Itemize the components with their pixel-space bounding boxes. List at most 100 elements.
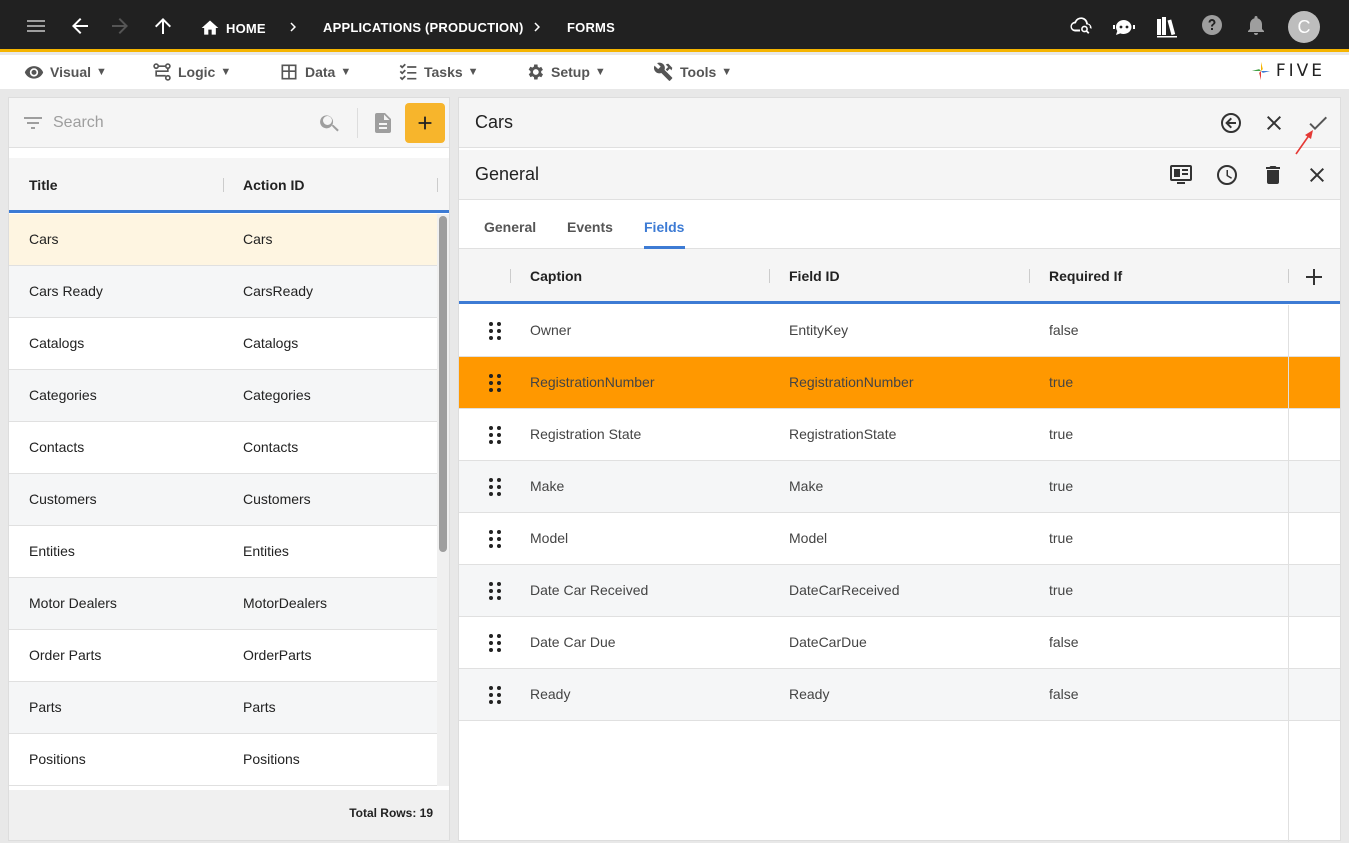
help-icon[interactable] (1200, 13, 1224, 37)
tasks-icon (399, 63, 417, 81)
tab-bar: General Events Fields (459, 201, 1340, 249)
column-header-caption[interactable]: Caption (530, 268, 583, 284)
form-detail-panel: Cars General General Events Fields (458, 97, 1341, 842)
list-item[interactable]: Order Parts OrderParts (9, 630, 438, 682)
tab-events[interactable]: Events (567, 219, 613, 235)
home-icon (201, 20, 219, 35)
notifications-bell-icon[interactable] (1244, 13, 1268, 37)
breadcrumb-home[interactable]: HOME (200, 18, 266, 38)
separator (357, 108, 358, 138)
table-row[interactable]: Date Car Due DateCarDue false (459, 617, 1340, 669)
drag-handle-icon[interactable] (487, 477, 503, 497)
column-header-action-id[interactable]: Action ID (243, 177, 305, 193)
menu-logic[interactable]: Logic ▼ (152, 61, 231, 83)
add-field-plus-icon[interactable] (1302, 265, 1326, 289)
grid-column-line (1288, 305, 1289, 842)
five-logo: FIVE (1250, 60, 1325, 82)
list-item[interactable]: Entities Entities (9, 526, 438, 578)
back-arrow-icon[interactable] (68, 14, 92, 38)
column-header-title[interactable]: Title (29, 177, 58, 193)
search-bar: Search (9, 98, 449, 148)
forms-list: Cars Cars Cars Ready CarsReady Catalogs Cat… (9, 214, 438, 786)
column-header-required-if[interactable]: Required If (1049, 268, 1123, 284)
active-tab-indicator (644, 246, 685, 249)
fields-grid: Owner EntityKey false RegistrationNumber Re… (459, 305, 1340, 721)
chatbot-icon[interactable] (1112, 15, 1136, 39)
table-row[interactable]: Make Make true (459, 461, 1340, 513)
hamburger-menu-icon[interactable] (24, 14, 48, 38)
go-back-icon[interactable] (1219, 111, 1243, 135)
forward-arrow-icon[interactable] (108, 14, 132, 38)
table-icon (281, 64, 297, 80)
table-row[interactable]: Owner EntityKey false (459, 305, 1340, 357)
add-record-button[interactable] (405, 103, 445, 143)
list-item[interactable]: Cars Ready CarsReady (9, 266, 438, 318)
drag-handle-icon[interactable] (487, 373, 503, 393)
table-row[interactable]: Date Car Received DateCarReceived true (459, 565, 1340, 617)
menu-tasks[interactable]: Tasks ▼ (398, 61, 479, 83)
table-row[interactable]: RegistrationNumber RegistrationNumber true (459, 357, 1340, 409)
tab-general[interactable]: General (484, 219, 537, 235)
user-avatar[interactable]: C (1288, 11, 1320, 43)
save-check-icon[interactable] (1306, 111, 1330, 135)
menu-tools[interactable]: Tools ▼ (654, 61, 732, 83)
breadcrumb-home-label: HOME (226, 20, 266, 36)
drag-handle-icon[interactable] (487, 581, 503, 601)
column-divider[interactable] (1288, 269, 1289, 283)
chevron-right-icon (527, 18, 547, 36)
column-divider[interactable] (437, 178, 438, 192)
column-divider[interactable] (769, 269, 770, 283)
cloud-search-icon[interactable] (1069, 13, 1093, 37)
up-arrow-icon[interactable] (151, 14, 175, 38)
search-input[interactable]: Search (53, 114, 104, 131)
drag-handle-icon[interactable] (487, 529, 503, 549)
scrollbar-thumb[interactable] (439, 216, 447, 552)
drag-handle-icon[interactable] (487, 633, 503, 653)
annotation-arrow-icon (1295, 130, 1313, 155)
close-icon[interactable] (1305, 163, 1329, 187)
chevron-right-icon (283, 18, 303, 36)
filter-icon[interactable] (21, 111, 45, 135)
top-bar: HOME APPLICATIONS (PRODUCTION) FORMS C (0, 0, 1349, 52)
menu-visual[interactable]: Visual ▼ (24, 61, 107, 83)
forms-list-panel: Search Title Action ID Cars Cars Cars Rea… (8, 97, 450, 841)
column-divider[interactable] (1029, 269, 1030, 283)
drag-handle-icon[interactable] (487, 425, 503, 445)
history-clock-icon[interactable] (1215, 163, 1239, 187)
list-item[interactable]: Cars Cars (9, 214, 438, 266)
list-item[interactable]: Motor Dealers MotorDealers (9, 578, 438, 630)
form-header: Cars (459, 98, 1340, 148)
breadcrumb-applications[interactable]: APPLICATIONS (PRODUCTION) (323, 20, 524, 35)
table-row[interactable]: Registration State RegistrationState true (459, 409, 1340, 461)
table-row[interactable]: Ready Ready false (459, 669, 1340, 721)
list-item[interactable]: Customers Customers (9, 474, 438, 526)
list-item[interactable]: Catalogs Catalogs (9, 318, 438, 370)
menu-setup[interactable]: Setup ▼ (525, 61, 606, 83)
list-item[interactable]: Parts Parts (9, 682, 438, 734)
drag-handle-icon[interactable] (487, 685, 503, 705)
search-icon[interactable] (318, 111, 342, 135)
section-header: General (459, 150, 1340, 200)
list-item[interactable]: Categories Categories (9, 370, 438, 422)
fields-grid-header: Caption Field ID Required If (459, 249, 1340, 304)
column-divider[interactable] (223, 178, 224, 192)
plus-icon (418, 116, 432, 130)
drag-handle-icon[interactable] (487, 321, 503, 341)
tab-fields[interactable]: Fields (644, 219, 685, 235)
document-icon[interactable] (371, 111, 395, 135)
delete-trash-icon[interactable] (1261, 163, 1285, 187)
menu-data[interactable]: Data ▼ (279, 61, 351, 83)
list-item[interactable]: Contacts Contacts (9, 422, 438, 474)
form-title: Cars (475, 112, 514, 132)
list-footer: Total Rows: 19 (9, 790, 449, 840)
breadcrumb-forms[interactable]: FORMS (567, 20, 615, 35)
logic-icon (153, 63, 171, 81)
library-books-icon[interactable] (1155, 15, 1179, 39)
close-icon[interactable] (1262, 111, 1286, 135)
column-header-field-id[interactable]: Field ID (789, 268, 840, 284)
screen-preview-icon[interactable] (1169, 163, 1193, 187)
table-row[interactable]: Model Model true (459, 513, 1340, 565)
list-header: Title Action ID (9, 158, 449, 213)
column-divider[interactable] (510, 269, 511, 283)
list-item[interactable]: Positions Positions (9, 734, 438, 786)
